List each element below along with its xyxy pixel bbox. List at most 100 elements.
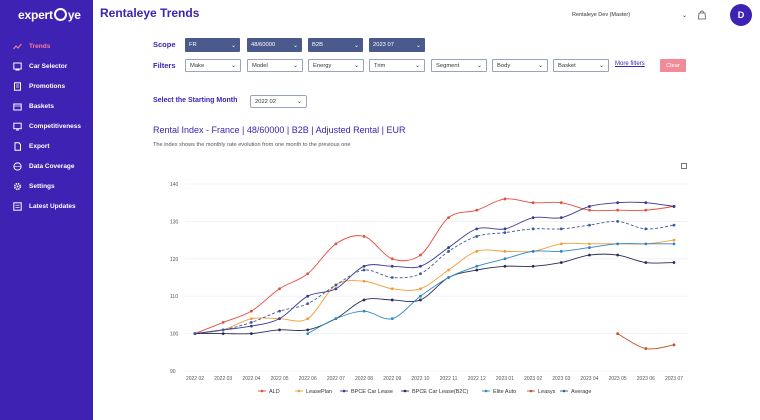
data-point-elite-auto[interactable]: [531, 249, 535, 253]
data-point-average[interactable]: [559, 227, 563, 231]
data-point-bpce-car-lease-b2c[interactable]: [531, 264, 535, 268]
data-point-bpce-car-lease[interactable]: [278, 317, 281, 321]
data-point-ald[interactable]: [644, 208, 648, 212]
chart-menu-icon[interactable]: [681, 163, 687, 169]
data-point-bpce-car-lease-b2c[interactable]: [588, 253, 591, 257]
data-point-average[interactable]: [531, 227, 535, 231]
data-point-average[interactable]: [672, 223, 676, 227]
data-point-bpce-car-lease-b2c[interactable]: [306, 328, 310, 332]
data-point-elite-auto[interactable]: [559, 249, 563, 253]
sidebar-item-competitiveness[interactable]: Competitiveness: [0, 116, 93, 136]
data-point-ald[interactable]: [390, 257, 394, 261]
filter-trim-select[interactable]: Trim ⌄: [369, 59, 425, 72]
sidebar-item-latest-updates[interactable]: Latest Updates: [0, 196, 93, 216]
data-point-bpce-car-lease[interactable]: [334, 287, 338, 291]
sidebar-item-promotions[interactable]: Promotions: [0, 76, 93, 96]
data-point-bpce-car-lease[interactable]: [559, 216, 563, 220]
data-point-bpce-car-lease[interactable]: [503, 227, 507, 231]
data-point-average[interactable]: [447, 249, 450, 253]
data-point-elite-auto[interactable]: [503, 257, 507, 261]
data-point-average[interactable]: [475, 234, 479, 238]
data-point-ald[interactable]: [334, 242, 338, 246]
data-point-leasys[interactable]: [616, 332, 620, 335]
data-point-elite-auto[interactable]: [306, 332, 310, 335]
filter-model-select[interactable]: Model ⌄: [247, 59, 303, 72]
starting-month-select[interactable]: 2022 02 ⌄: [250, 95, 307, 108]
filter-segment-select[interactable]: Segment ⌄: [431, 59, 487, 72]
data-point-average[interactable]: [306, 302, 310, 306]
data-point-bpce-car-lease[interactable]: [588, 205, 591, 208]
data-point-bpce-car-lease-b2c[interactable]: [616, 253, 620, 257]
data-point-average[interactable]: [616, 220, 620, 223]
data-point-elite-auto[interactable]: [362, 309, 366, 313]
data-point-leaseplan[interactable]: [503, 249, 507, 253]
legend-label-leasys[interactable]: Leasys: [538, 389, 556, 395]
data-point-average[interactable]: [419, 272, 422, 276]
data-point-ald[interactable]: [249, 309, 253, 313]
data-point-bpce-car-lease-b2c[interactable]: [475, 268, 479, 272]
data-point-leaseplan[interactable]: [419, 287, 422, 291]
data-point-bpce-car-lease[interactable]: [475, 227, 479, 231]
data-point-ald[interactable]: [559, 201, 563, 205]
legend-label-elite-auto[interactable]: Elite Auto: [493, 389, 516, 395]
account-select[interactable]: Rentaleye Dev (Master) ⌄: [572, 12, 687, 19]
sidebar-item-export[interactable]: Export: [0, 136, 93, 156]
filter-basket-select[interactable]: Basket ⌄: [553, 59, 609, 72]
data-point-bpce-car-lease-b2c[interactable]: [249, 332, 253, 335]
data-point-elite-auto[interactable]: [419, 294, 422, 298]
filter-energy-select[interactable]: Energy ⌄: [308, 59, 364, 72]
data-point-leasys[interactable]: [672, 343, 676, 347]
data-point-ald[interactable]: [475, 208, 479, 212]
scope-country-select[interactable]: FR ⌄: [185, 38, 240, 52]
data-point-leaseplan[interactable]: [362, 279, 366, 283]
data-point-elite-auto[interactable]: [672, 242, 676, 246]
data-point-bpce-car-lease-b2c[interactable]: [278, 328, 281, 332]
data-point-ald[interactable]: [588, 208, 591, 212]
data-point-bpce-car-lease[interactable]: [672, 205, 676, 208]
data-point-bpce-car-lease-b2c[interactable]: [390, 298, 394, 302]
scope-contract-select[interactable]: 48/60000 ⌄: [247, 38, 302, 52]
data-point-bpce-car-lease-b2c[interactable]: [503, 264, 507, 268]
data-point-average[interactable]: [644, 227, 648, 231]
data-point-average[interactable]: [193, 332, 197, 335]
data-point-ald[interactable]: [447, 216, 450, 220]
data-point-leaseplan[interactable]: [447, 268, 450, 272]
data-point-bpce-car-lease[interactable]: [249, 324, 253, 328]
data-point-bpce-car-lease[interactable]: [616, 201, 620, 205]
scope-channel-select[interactable]: B2B ⌄: [308, 38, 363, 52]
data-point-bpce-car-lease[interactable]: [419, 264, 422, 268]
data-point-average[interactable]: [221, 328, 225, 332]
data-point-bpce-car-lease-b2c[interactable]: [559, 261, 563, 264]
clear-button[interactable]: Clear: [660, 59, 686, 72]
data-point-ald[interactable]: [419, 253, 422, 257]
avatar[interactable]: D: [730, 4, 752, 26]
data-point-average[interactable]: [278, 309, 281, 313]
data-point-bpce-car-lease[interactable]: [531, 216, 535, 220]
data-point-ald[interactable]: [531, 201, 535, 205]
data-point-average[interactable]: [249, 320, 253, 324]
sidebar-item-trends[interactable]: Trends: [0, 36, 93, 56]
data-point-elite-auto[interactable]: [390, 317, 394, 321]
sidebar-item-settings[interactable]: Settings: [0, 176, 93, 196]
data-point-ald[interactable]: [362, 234, 366, 238]
data-point-bpce-car-lease[interactable]: [306, 294, 310, 298]
sidebar-item-baskets[interactable]: Baskets: [0, 96, 93, 116]
data-point-elite-auto[interactable]: [616, 242, 620, 246]
legend-label-leaseplan[interactable]: LeasePlan: [306, 389, 332, 395]
data-point-bpce-car-lease-b2c[interactable]: [644, 261, 648, 264]
legend-label-average[interactable]: Average: [571, 389, 591, 395]
app-logo[interactable]: expert ye: [18, 8, 81, 22]
data-point-leasys[interactable]: [644, 347, 648, 350]
data-point-leaseplan[interactable]: [559, 242, 563, 246]
data-point-average[interactable]: [334, 283, 338, 287]
data-point-bpce-car-lease-b2c[interactable]: [672, 261, 676, 264]
data-point-elite-auto[interactable]: [644, 242, 648, 246]
legend-label-ald[interactable]: ALD: [269, 389, 280, 395]
data-point-average[interactable]: [503, 231, 507, 235]
data-point-ald[interactable]: [503, 197, 507, 201]
more-filters-link[interactable]: More filters: [615, 61, 645, 67]
data-point-bpce-car-lease[interactable]: [362, 264, 366, 268]
data-point-elite-auto[interactable]: [588, 246, 591, 249]
data-point-ald[interactable]: [221, 320, 225, 324]
data-point-average[interactable]: [390, 276, 394, 279]
